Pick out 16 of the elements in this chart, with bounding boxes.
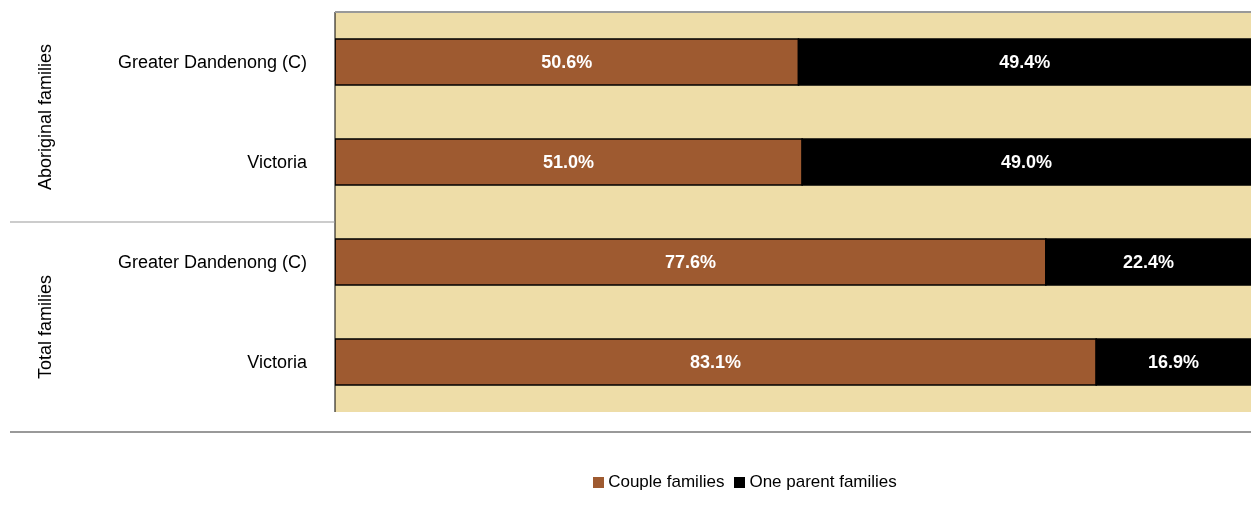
data-label: 49.4% — [999, 52, 1051, 72]
data-label: 83.1% — [690, 352, 742, 372]
data-label: 16.9% — [1148, 352, 1200, 372]
data-label: 22.4% — [1122, 252, 1174, 272]
text: Total families — [35, 274, 55, 380]
y-tick-label: Greater Dandenong (C) — [117, 52, 307, 72]
data-label: 77.6% — [664, 252, 716, 272]
legend-label: Couple families — [608, 472, 725, 491]
y-tick-label: Victoria — [247, 152, 308, 172]
data-label: 49.0% — [1001, 152, 1053, 172]
data-label: 51.0% — [543, 152, 595, 172]
text: Aboriginal families — [35, 43, 55, 191]
y-tick-label: Victoria — [247, 352, 308, 372]
data-label: 50.6% — [541, 52, 593, 72]
legend-label: One parent families — [749, 472, 897, 491]
y-tick-label: Greater Dandenong (C) — [117, 252, 307, 272]
